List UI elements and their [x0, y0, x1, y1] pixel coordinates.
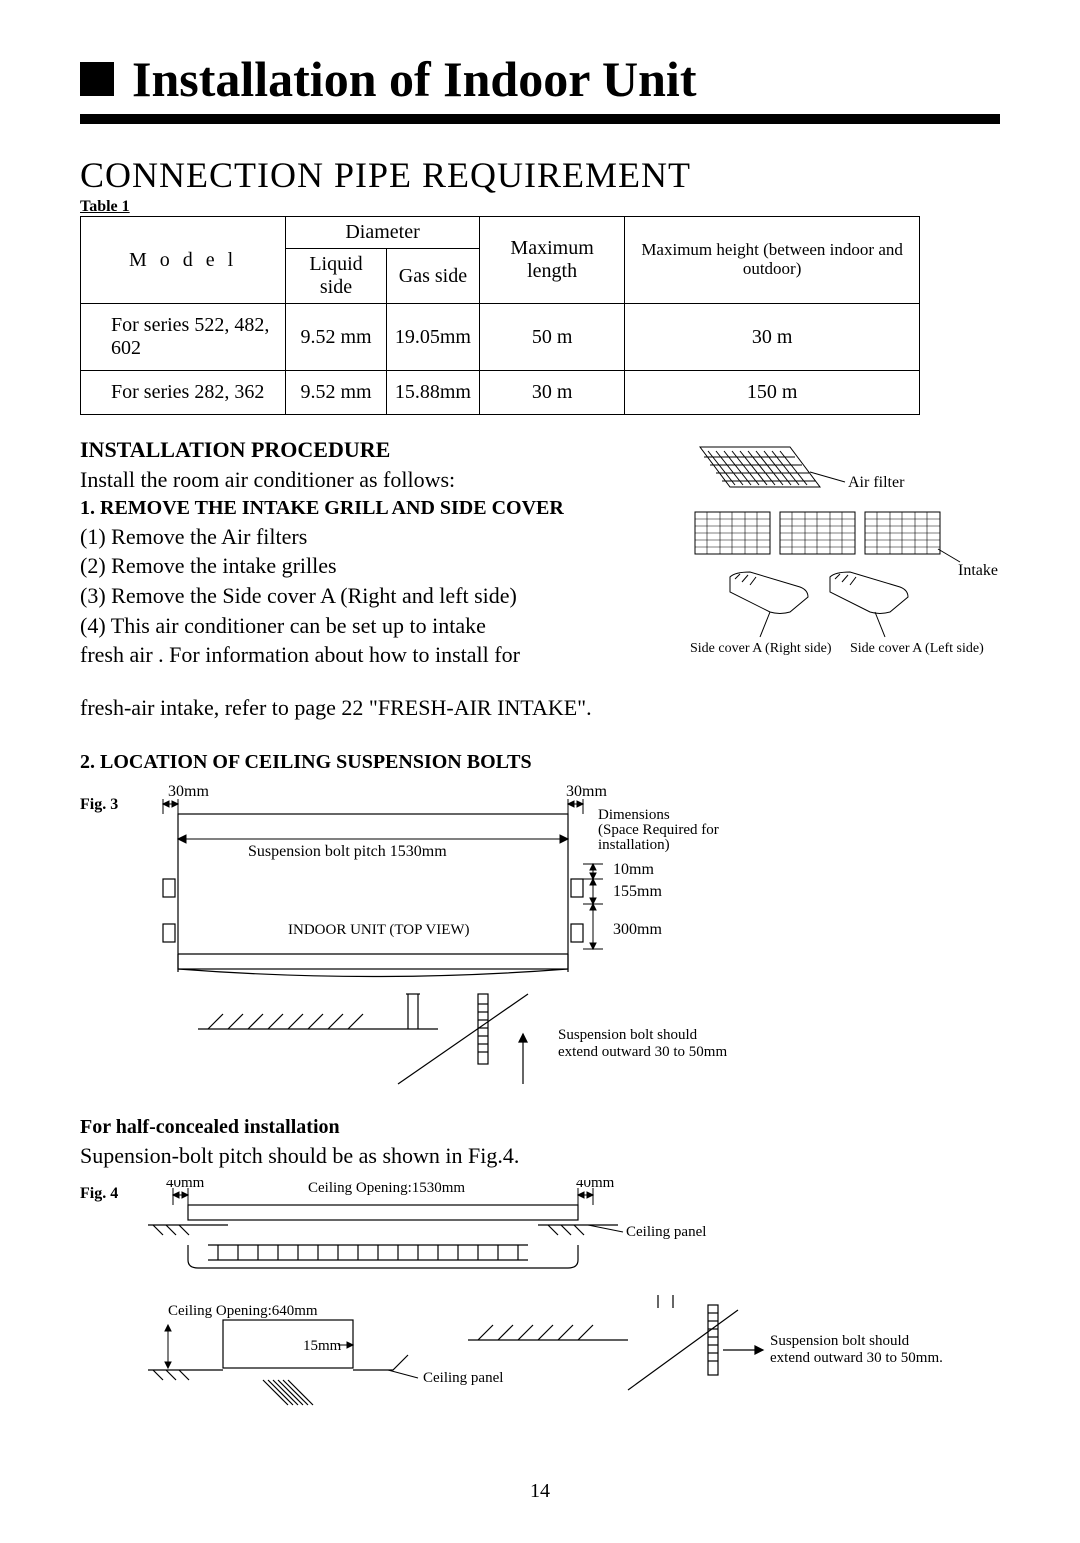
half-heading: For half-concealed installation	[80, 1114, 1000, 1141]
step1-d: (4) This air conditioner can be set up t…	[80, 611, 660, 641]
fig4-ceiling-h: Ceiling Opening:640mm	[168, 1303, 318, 1319]
procedure-intro: Install the room air conditioner as foll…	[80, 465, 660, 495]
fig3-d155: 155mm	[613, 883, 662, 900]
r0-maxh: 30 m	[625, 304, 920, 371]
fig3-pitch: Suspension bolt pitch 1530mm	[248, 843, 447, 860]
fig3-d10: 10mm	[613, 861, 654, 878]
r1-maxlen: 30 m	[479, 371, 624, 415]
r1-maxh: 150 m	[625, 371, 920, 415]
fig3-diagram: 30mm 30mm Suspension bolt pitch 1530mm I…	[128, 784, 728, 1114]
label-intake-grille: Intake grille	[958, 562, 1000, 579]
step1-a: (1) Remove the Air filters	[80, 522, 660, 552]
fig3-bolt-note2: extend outward 30 to 50mm.	[558, 1044, 728, 1060]
r1-gas: 15.88mm	[386, 371, 479, 415]
procedure-heading: INSTALLATION PROCEDURE	[80, 437, 660, 463]
step1-heading: 1. REMOVE THE INTAKE GRILL AND SIDE COVE…	[80, 495, 660, 522]
fig4-bolt2: extend outward 30 to 50mm.	[770, 1350, 943, 1366]
r1-liquid: 9.52 mm	[286, 371, 387, 415]
label-side-l: Side cover A (Left side)	[850, 641, 984, 656]
title-underline	[80, 114, 1000, 124]
fig3-30a: 30mm	[168, 784, 209, 800]
r0-model: For series 522, 482, 602	[81, 304, 286, 371]
label-side-r: Side cover A (Right side)	[690, 641, 832, 656]
fig4-40a: 40mm	[166, 1180, 205, 1191]
r0-maxlen: 50 m	[479, 304, 624, 371]
r0-liquid: 9.52 mm	[286, 304, 387, 371]
fig3-dims2: (Space Required for	[598, 822, 719, 838]
fig4-ceiling-w: Ceiling Opening:1530mm	[308, 1180, 465, 1196]
page-number: 14	[80, 1480, 1000, 1503]
fig3-bolt-note1: Suspension bolt should	[558, 1027, 698, 1043]
r1-model: For series 282, 362	[81, 371, 286, 415]
fig4-d15: 15mm	[303, 1338, 342, 1354]
title-square-icon	[80, 62, 114, 96]
step1-c: (3) Remove the Side cover A (Right and l…	[80, 581, 660, 611]
sub-title: CONNECTION PIPE REQUIREMENT	[80, 154, 1000, 196]
spec-table: M o d e l Diameter Maximum length Maximu…	[80, 216, 920, 415]
fig4-diagram: 40mm 40mm Ceiling Opening:1530mm Ceiling…	[128, 1180, 988, 1420]
col-gas: Gas side	[386, 249, 479, 304]
col-model: M o d e l	[81, 217, 286, 304]
exploded-parts-diagram: Air filter Intake grille	[680, 437, 1000, 687]
fig3-dims1: Dimensions	[598, 807, 670, 823]
step1-e: fresh air . For information about how to…	[80, 640, 660, 670]
fig3-dims3: installation)	[598, 837, 670, 853]
fig3-d300: 300mm	[613, 921, 662, 938]
fig4-ceiling-panel1: Ceiling panel	[626, 1224, 706, 1240]
step2-heading: 2. LOCATION OF CEILING SUSPENSION BOLTS	[80, 749, 1000, 776]
step1-f: fresh-air intake, refer to page 22 "FRES…	[80, 693, 1000, 723]
main-title: Installation of Indoor Unit	[80, 50, 1000, 108]
fig3-30b: 30mm	[566, 784, 607, 800]
col-liquid: Liquid side	[286, 249, 387, 304]
fig3-topview: INDOOR UNIT (TOP VIEW)	[288, 922, 470, 938]
fig4-bolt1: Suspension bolt should	[770, 1333, 910, 1349]
col-maxlen: Maximum length	[479, 217, 624, 304]
half-intro: Supension-bolt pitch should be as shown …	[80, 1141, 1000, 1171]
fig4-label: Fig. 4	[80, 1185, 118, 1203]
col-maxh: Maximum height (between indoor and outdo…	[625, 217, 920, 304]
fig4-40b: 40mm	[576, 1180, 615, 1191]
col-diameter: Diameter	[286, 217, 480, 249]
fig3-label: Fig. 3	[80, 796, 118, 814]
label-air-filter: Air filter	[848, 474, 905, 491]
r0-gas: 19.05mm	[386, 304, 479, 371]
fig4-ceiling-panel2: Ceiling panel	[423, 1370, 503, 1386]
table-label: Table 1	[80, 198, 1000, 216]
step1-b: (2) Remove the intake grilles	[80, 551, 660, 581]
main-title-text: Installation of Indoor Unit	[132, 50, 696, 108]
